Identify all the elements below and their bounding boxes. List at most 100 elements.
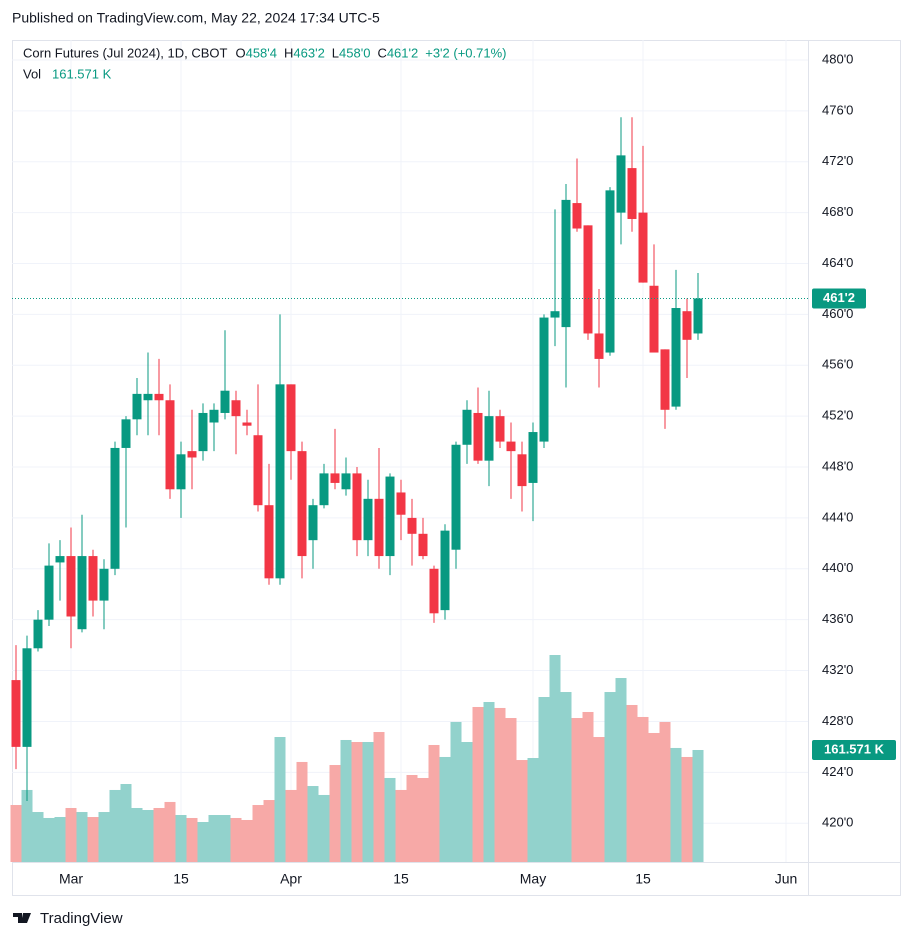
volume-bar (153, 807, 165, 862)
y-tick-label: 440'0 (822, 560, 853, 575)
candle-body (209, 409, 219, 423)
candles (11, 117, 703, 801)
volume-bar (659, 721, 671, 862)
volume-bar (483, 702, 495, 862)
volume-bar (593, 737, 605, 862)
y-tick-label: 468'0 (822, 204, 853, 219)
candle-body (99, 568, 109, 601)
volume-bar (285, 789, 297, 862)
candle-body (77, 556, 87, 630)
candle-body (407, 517, 417, 534)
candle-body (231, 400, 241, 417)
candle-body (671, 308, 681, 407)
candle-body (253, 435, 263, 506)
volume-bar (329, 765, 341, 862)
candle-body (572, 203, 582, 229)
volume-bar (428, 744, 440, 862)
volume-bar (494, 707, 506, 862)
volume-bar (604, 692, 616, 862)
candle-body (176, 454, 186, 490)
volume-bar (219, 814, 231, 862)
candle-body (429, 568, 439, 614)
volume-bar (571, 718, 583, 862)
volume-bar (395, 789, 407, 862)
candle-body (561, 199, 571, 328)
candle-body (451, 444, 461, 550)
candle-body (363, 498, 373, 541)
candle-body (418, 533, 428, 557)
volume-bar (307, 786, 319, 862)
brand-name: TradingView (40, 910, 123, 927)
candle-body (121, 419, 131, 448)
candle-body (110, 447, 120, 569)
candle-body (374, 498, 384, 557)
legend-key: O (235, 45, 245, 60)
candle-body (319, 473, 329, 506)
legend-key: H (284, 45, 293, 60)
volume-bar (340, 739, 352, 862)
volume-bar (516, 760, 528, 862)
volume-bar (439, 756, 451, 862)
x-tick-label: Apr (280, 871, 302, 887)
volume-bar (120, 784, 132, 862)
volume-bar (109, 789, 121, 862)
y-tick-label: 448'0 (822, 458, 853, 473)
volume-bar (142, 810, 154, 862)
volume-bar (208, 814, 220, 862)
volume-bar (252, 805, 264, 862)
candle-body (385, 476, 395, 557)
volume-bar (615, 678, 627, 862)
volume-bar (241, 819, 253, 862)
candle-body (495, 416, 505, 442)
brand-logo: TradingView (13, 910, 123, 927)
last-price-label: 461'2 (823, 290, 855, 305)
legend-value: 458'0 (339, 45, 370, 60)
y-tick-label: 420'0 (822, 815, 853, 830)
candle-body (616, 155, 626, 213)
volume-bar (637, 716, 649, 862)
candle-body (55, 556, 65, 563)
volume-bar (549, 655, 561, 862)
candle-body (506, 441, 516, 452)
chart-frame (12, 40, 901, 896)
y-tick-label: 480'0 (822, 51, 853, 66)
volume-bar (670, 747, 682, 862)
x-tick-label: 15 (173, 871, 189, 887)
candle-body (44, 565, 54, 620)
candle-body (22, 648, 32, 747)
candle-body (682, 311, 692, 340)
volume-bar (43, 817, 55, 862)
volume-bar (98, 812, 110, 862)
candle-body (286, 384, 296, 452)
volume-bar (230, 817, 242, 862)
volume-bar (76, 812, 88, 862)
y-tick-label: 452'0 (822, 408, 853, 423)
volume-bar (626, 704, 638, 862)
candle-body (330, 473, 340, 483)
volume-bar (472, 706, 484, 862)
candle-body (187, 451, 197, 458)
candle-body (308, 505, 318, 541)
y-tick-label: 424'0 (822, 764, 853, 779)
volume-title: Vol (23, 66, 41, 81)
candle-body (473, 412, 483, 461)
candle-body (649, 285, 659, 353)
volume-bar (362, 742, 374, 862)
x-tick-label: May (520, 871, 546, 887)
volume-bar (175, 814, 187, 862)
candle-body (605, 190, 615, 353)
candle-body (484, 416, 494, 461)
volume-bar (538, 697, 550, 862)
candle-body (660, 349, 670, 410)
labels: Corn Futures (Jul 2024), 1D, CBOT Vol 16… (12, 45, 896, 887)
candle-body (583, 225, 593, 334)
candle-body (352, 473, 362, 541)
candle-body (143, 393, 153, 401)
legend-key: C (377, 45, 386, 60)
y-tick-label: 444'0 (822, 509, 853, 524)
candle-body (132, 393, 142, 420)
candle-body (11, 680, 21, 747)
volume-bar (681, 756, 693, 862)
volume-bar (461, 742, 473, 862)
